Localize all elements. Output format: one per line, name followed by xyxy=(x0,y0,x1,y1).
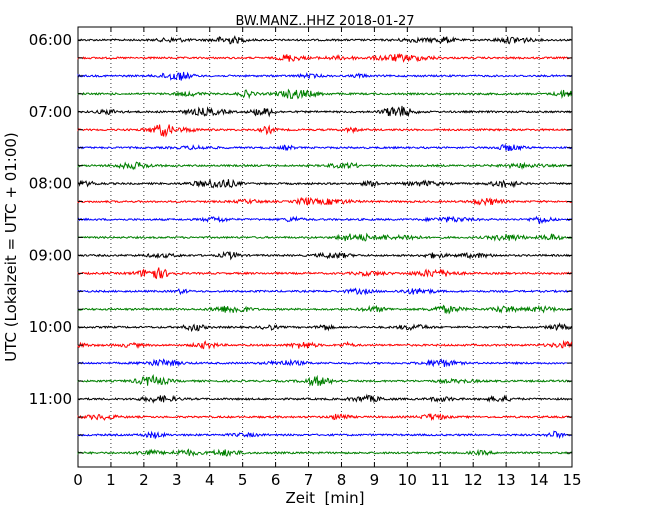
chart-title: BW.MANZ..HHZ 2018-01-27 xyxy=(235,14,414,29)
trace-0845 xyxy=(77,232,572,242)
y-tick-label-0900: 09:00 xyxy=(29,246,72,264)
x-tick-label-10: 10 xyxy=(398,471,417,489)
y-tick-label-1100: 11:00 xyxy=(29,390,72,408)
trace-0700 xyxy=(77,105,572,118)
x-tick-label-15: 15 xyxy=(562,471,581,489)
trace-0645 xyxy=(77,88,573,100)
trace-0715 xyxy=(77,124,572,138)
trace-0730 xyxy=(77,143,573,152)
x-tick-label-14: 14 xyxy=(530,471,549,489)
x-tick-label-1: 1 xyxy=(106,471,116,489)
x-tick-label-3: 3 xyxy=(172,471,182,489)
trace-0600 xyxy=(77,35,572,45)
trace-0945 xyxy=(77,304,572,315)
trace-1000 xyxy=(77,322,573,333)
trace-0830 xyxy=(77,215,572,225)
plot-frame xyxy=(77,26,573,468)
vertical-grid xyxy=(110,27,540,467)
x-tick-label-11: 11 xyxy=(431,471,450,489)
trace-1115 xyxy=(77,413,572,422)
x-tick-label-5: 5 xyxy=(238,471,248,489)
trace-1145 xyxy=(77,448,572,458)
seismic-traces xyxy=(77,35,573,458)
y-tick-label-0800: 08:00 xyxy=(29,175,72,193)
trace-0745 xyxy=(77,161,572,171)
trace-1100 xyxy=(77,393,573,404)
trace-1030 xyxy=(77,358,572,368)
trace-1045 xyxy=(77,374,572,387)
x-tick-label-6: 6 xyxy=(271,471,281,489)
y-tick-label-0700: 07:00 xyxy=(29,103,72,121)
x-axis-ticks: 0 1 2 3 4 5 6 7 8 9 10 11 12 13 14 15 xyxy=(73,27,582,489)
trace-0815 xyxy=(77,196,572,207)
x-tick-label-2: 2 xyxy=(139,471,149,489)
x-tick-label-12: 12 xyxy=(464,471,483,489)
trace-1015 xyxy=(77,339,573,350)
x-tick-label-8: 8 xyxy=(337,471,347,489)
trace-1130 xyxy=(77,430,572,440)
trace-0900 xyxy=(77,250,572,261)
x-tick-label-0: 0 xyxy=(73,471,83,489)
x-tick-label-13: 13 xyxy=(497,471,516,489)
x-tick-label-9: 9 xyxy=(370,471,380,489)
trace-0800 xyxy=(77,178,572,189)
x-axis-label: Zeit [min] xyxy=(285,489,364,507)
trace-0915 xyxy=(77,267,572,280)
y-tick-label-1000: 10:00 xyxy=(29,318,72,336)
y-axis-ticks: 06:00 07:00 08:00 09:00 10:00 11:00 xyxy=(29,31,572,454)
trace-0630 xyxy=(77,71,573,81)
y-tick-label-0600: 06:00 xyxy=(29,31,72,49)
trace-0930 xyxy=(77,287,572,296)
x-tick-label-7: 7 xyxy=(304,471,314,489)
y-axis-label: UTC (Lokalzeit = UTC + 01:00) xyxy=(2,132,20,362)
x-tick-label-4: 4 xyxy=(205,471,215,489)
trace-0615 xyxy=(77,52,572,63)
